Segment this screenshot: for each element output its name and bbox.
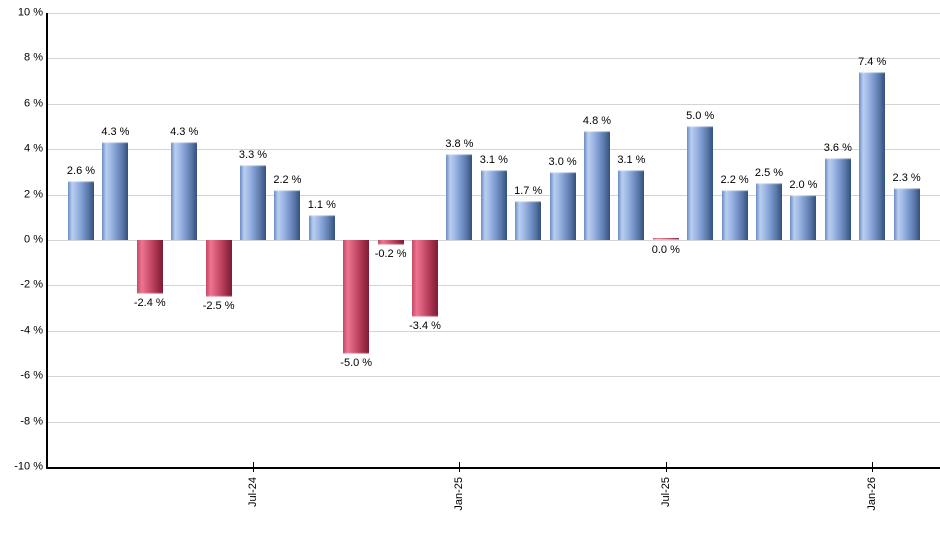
y-axis-tick-label: 4 %: [24, 142, 43, 155]
bar[interactable]: [309, 215, 335, 240]
bar[interactable]: [894, 188, 920, 240]
bar-value-label: 3.8 %: [445, 138, 474, 150]
y-axis-tick-label: -6 %: [20, 369, 43, 382]
gridline: [48, 331, 940, 332]
y-axis-tick-label: -2 %: [20, 278, 43, 291]
bar-value-label: 3.6 %: [823, 142, 852, 154]
gridline: [48, 104, 940, 105]
bar-value-label: 2.6 %: [66, 165, 96, 177]
gridline: [48, 240, 940, 241]
bar-value-label: 5.0 %: [686, 110, 715, 122]
bar-value-label: 0.0 %: [651, 244, 680, 256]
bar-value-label: 3.0 %: [548, 156, 577, 168]
bar[interactable]: [859, 72, 885, 240]
bar[interactable]: [653, 238, 679, 240]
y-axis-tick-label: -4 %: [20, 324, 43, 337]
bar[interactable]: [550, 172, 576, 240]
bar[interactable]: [240, 165, 266, 240]
bar[interactable]: [206, 240, 232, 297]
bar[interactable]: [722, 190, 748, 240]
bar-value-label: 2.0 %: [789, 179, 818, 191]
bar-value-label: 4.3 %: [170, 126, 199, 138]
bar-value-label: 2.2 %: [273, 174, 302, 186]
bar-value-label: -2.4 %: [133, 297, 166, 309]
bar-value-label: -0.2 %: [374, 248, 407, 260]
x-axis-line: [46, 467, 940, 469]
bar[interactable]: [274, 190, 300, 240]
x-axis-tick: [872, 462, 873, 472]
y-axis-line: [46, 13, 48, 469]
bar[interactable]: [102, 142, 128, 240]
gridline: [48, 422, 940, 423]
x-axis-tick: [459, 462, 460, 472]
gridline: [48, 285, 940, 286]
y-axis-tick-label: -10 %: [14, 460, 43, 473]
bar[interactable]: [446, 154, 472, 240]
y-axis-tick-label: 2 %: [24, 188, 43, 201]
bar[interactable]: [584, 131, 610, 240]
bar-value-label: 3.1 %: [617, 154, 646, 166]
gridline: [48, 13, 940, 14]
bar-value-label: 1.7 %: [514, 185, 543, 197]
x-axis-tick: [666, 462, 667, 472]
bar-value-label: 2.2 %: [720, 174, 749, 186]
y-axis-tick-label: 6 %: [24, 97, 43, 110]
y-axis-tick-label: 0 %: [24, 233, 43, 246]
bar[interactable]: [515, 201, 541, 240]
bar[interactable]: [825, 158, 851, 240]
gridline: [48, 149, 940, 150]
bar[interactable]: [756, 183, 782, 240]
bar[interactable]: [481, 170, 507, 240]
bar[interactable]: [343, 240, 369, 354]
bar[interactable]: [171, 142, 197, 240]
bar[interactable]: [790, 195, 816, 240]
x-axis-tick-label-text: Jul-24: [247, 477, 259, 507]
bar-value-label: -3.4 %: [409, 320, 441, 332]
y-axis-tick-label: 10 %: [17, 6, 43, 19]
y-axis-tick-label: 8 %: [24, 51, 43, 64]
bar-value-label: -5.0 %: [340, 357, 373, 369]
x-axis-tick-label-text: Jan-26: [866, 477, 878, 511]
gridline: [48, 58, 940, 59]
bar-value-label: 3.1 %: [479, 154, 508, 166]
gridline: [48, 376, 940, 377]
bar-value-label: 2.5 %: [754, 167, 784, 179]
bar-value-label: 1.1 %: [307, 199, 336, 211]
x-axis-tick: [253, 462, 254, 472]
bar-value-label: 4.3 %: [101, 126, 130, 138]
bar[interactable]: [378, 240, 404, 245]
bar-value-label: 7.4 %: [858, 56, 887, 68]
bar-value-label: 4.8 %: [582, 115, 612, 127]
bar-value-label: 3.3 %: [238, 149, 268, 161]
bar[interactable]: [687, 126, 713, 240]
bar[interactable]: [412, 240, 438, 317]
bar[interactable]: [137, 240, 163, 294]
x-axis-tick-label-text: Jul-25: [660, 477, 672, 507]
y-axis-tick-label: -8 %: [20, 415, 43, 428]
bar[interactable]: [618, 170, 644, 240]
bar-value-label: -2.5 %: [202, 300, 235, 312]
x-axis-tick-label-text: Jan-25: [453, 477, 465, 511]
bar-value-label: 2.3 %: [892, 172, 921, 184]
bar[interactable]: [68, 181, 94, 240]
